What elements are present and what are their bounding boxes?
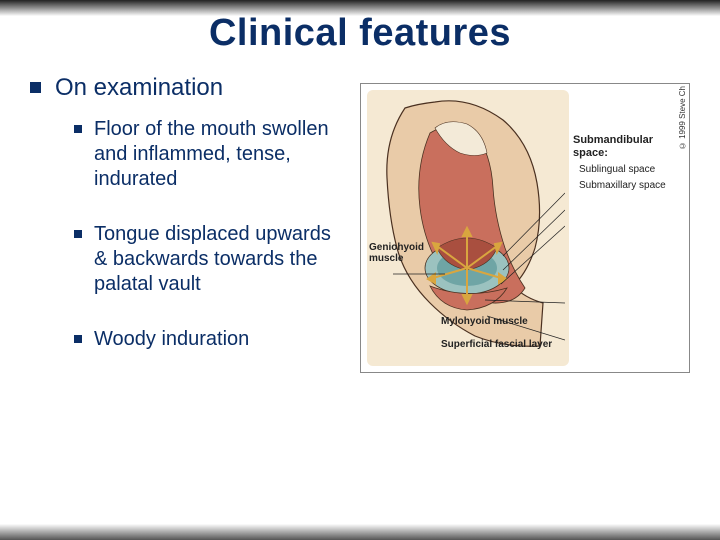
heading-text: On examination xyxy=(55,73,223,103)
label-sublingual: Sublingual space xyxy=(573,164,683,176)
label-text: Geniohyoid muscle xyxy=(369,242,424,264)
bullet-square-icon xyxy=(30,82,41,93)
text-column: On examination Floor of the mouth swolle… xyxy=(30,73,344,382)
slide-title: Clinical features xyxy=(30,12,690,55)
bullet-text: Floor of the mouth swollen and inflammed… xyxy=(94,117,344,192)
figure-copyright: © 1999 Steve Ch xyxy=(678,86,687,150)
labels-right: Submandibular space: Sublingual space Su… xyxy=(573,124,683,196)
bullet-level2: Floor of the mouth swollen and inflammed… xyxy=(74,117,344,192)
slide-container: Clinical features On examination Floor o… xyxy=(0,0,720,540)
content-row: On examination Floor of the mouth swolle… xyxy=(30,73,690,382)
figure-column: Geniohyoid muscle Submandibular space: S… xyxy=(360,73,690,382)
bullet-text: Tongue displaced upwards & backwards tow… xyxy=(94,222,344,297)
label-mylohyoid: Mylohyoid muscle xyxy=(441,316,671,327)
bullet-level2: Tongue displaced upwards & backwards tow… xyxy=(74,222,344,297)
label-submandibular: Submandibular space: xyxy=(573,134,683,160)
label-fascial: Superficial fascial layer xyxy=(441,339,671,350)
bullet-level1: On examination xyxy=(30,73,344,103)
bullet-square-icon xyxy=(74,230,82,238)
bullet-square-icon xyxy=(74,335,82,343)
bullet-level2: Woody induration xyxy=(74,327,344,352)
label-submaxillary: Submaxillary space xyxy=(573,180,683,192)
bullet-square-icon xyxy=(74,125,82,133)
bullet-text: Woody induration xyxy=(94,327,249,352)
labels-bottom: Mylohyoid muscle Superficial fascial lay… xyxy=(441,316,671,362)
label-geniohyoid: Geniohyoid muscle xyxy=(369,242,424,264)
anatomy-figure: Geniohyoid muscle Submandibular space: S… xyxy=(360,83,690,373)
